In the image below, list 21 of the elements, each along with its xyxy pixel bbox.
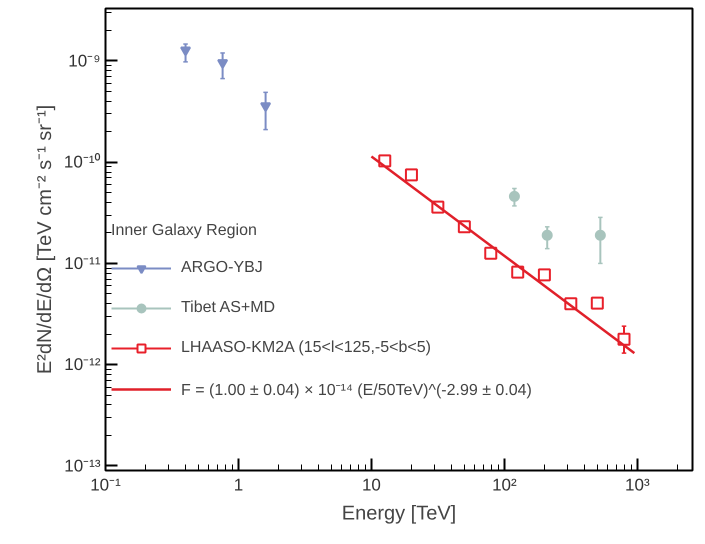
point	[484, 246, 498, 260]
legend-label: ARGO-YBJ	[181, 259, 263, 277]
x-tick-label: 10	[362, 476, 381, 494]
point	[590, 296, 604, 310]
point	[538, 268, 551, 282]
y-axis-title: E²dN/dE/dΩ [TeV cm⁻² s⁻¹ sr⁻¹]	[34, 104, 56, 374]
y-tick-label: 10⁻⁹	[68, 51, 101, 70]
legend-label: LHAASO-KM2A (15<l<125,-5<b<5)	[181, 339, 431, 357]
point	[404, 168, 418, 182]
x-tick-label: 10³	[625, 476, 650, 494]
x-tick-label: 10⁻¹	[90, 476, 122, 494]
y-tick-label: 10⁻¹¹	[64, 254, 101, 273]
x-axis-title: Energy [TeV]	[342, 502, 456, 524]
x-tick-label: 10²	[492, 476, 517, 494]
y-tick-label: 10⁻¹⁰	[64, 152, 101, 172]
y-tick-label: 10⁻¹³	[64, 456, 101, 476]
legend-label: F = (1.00 ± 0.04) × 10⁻¹⁴ (E/50TeV)^(-2.99 ± 0.04)	[181, 381, 532, 400]
y-tick-label: 10⁻¹²	[64, 355, 101, 374]
legend-title: Inner Galaxy Region	[111, 222, 258, 240]
legend-label: Tibet AS+MD	[181, 299, 276, 317]
x-tick-label: 1	[234, 476, 244, 494]
